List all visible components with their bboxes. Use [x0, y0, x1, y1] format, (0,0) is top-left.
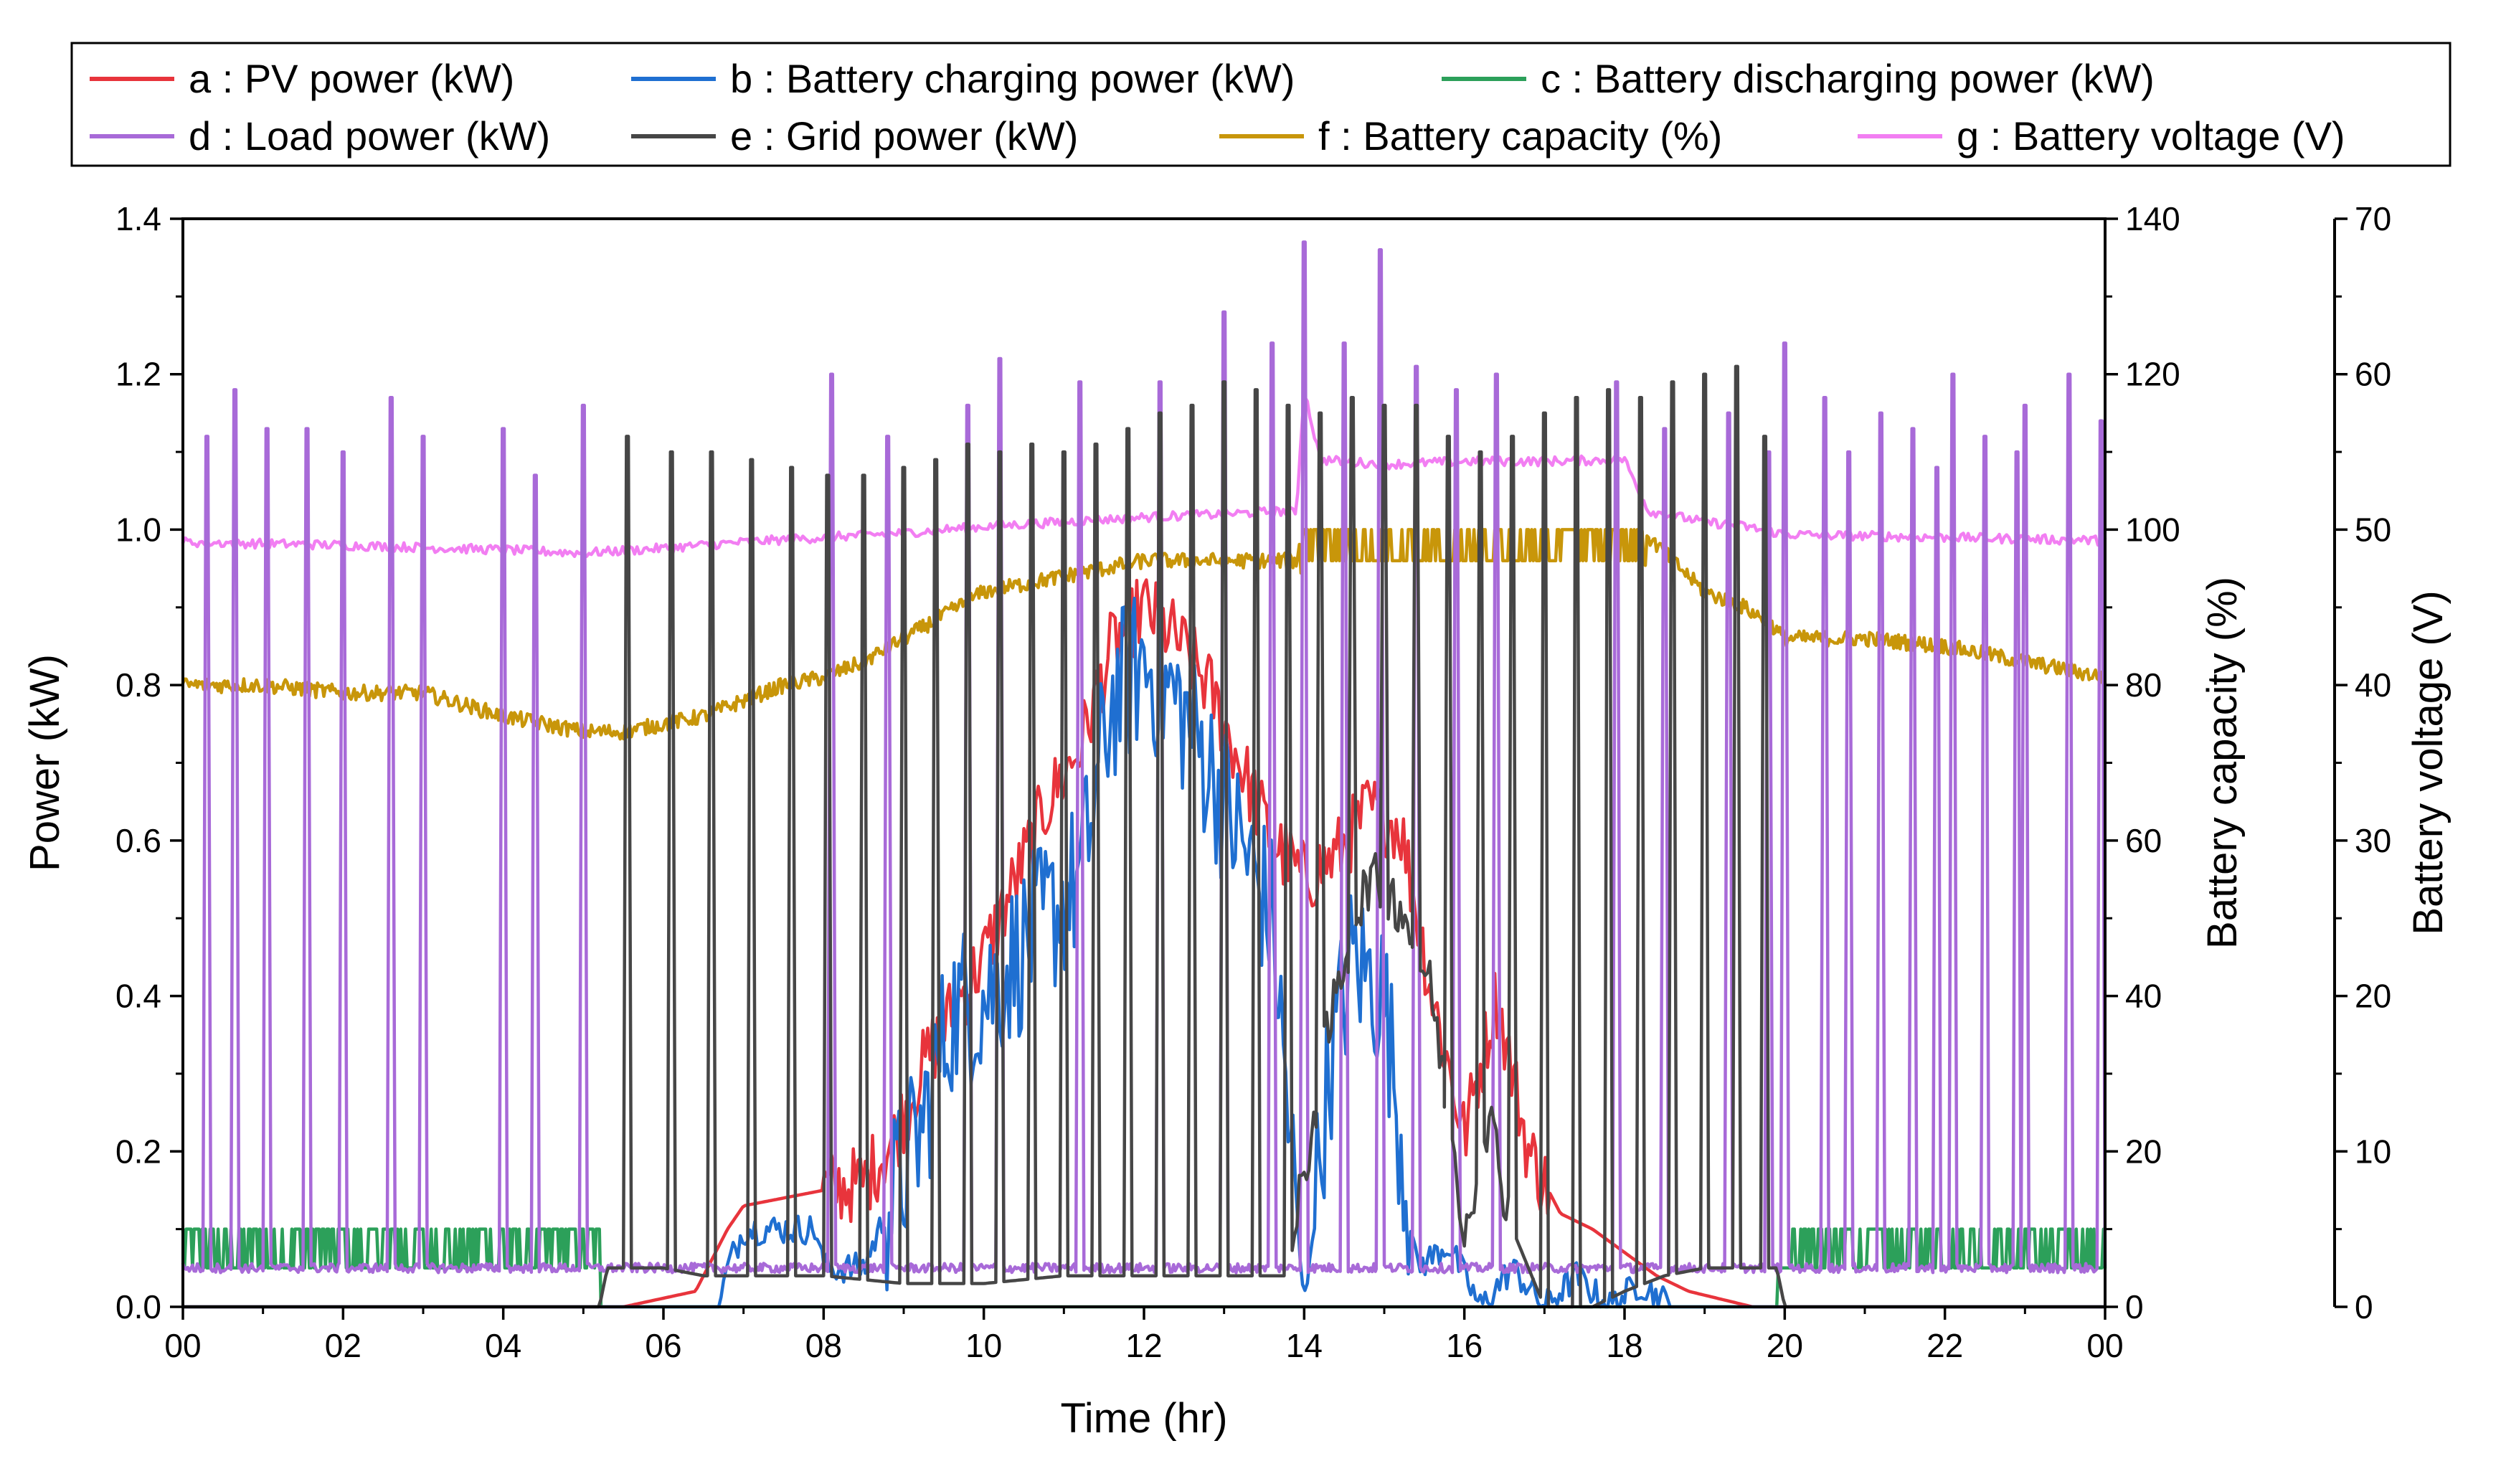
power-tick-label: 1.0: [115, 511, 161, 548]
voltage-tick-label: 10: [2355, 1133, 2391, 1170]
power-axis-title: Power (kW): [22, 654, 68, 871]
voltage-tick-label: 60: [2355, 356, 2391, 393]
x-tick-label: 14: [1286, 1327, 1323, 1364]
legend-label-b: b : Battery charging power (kW): [730, 56, 1295, 101]
legend-label-e: e : Grid power (kW): [730, 113, 1078, 159]
capacity-axis-title: Battery capacity (%): [2199, 577, 2246, 949]
capacity-tick-label: 40: [2125, 978, 2162, 1015]
voltage-tick-label: 0: [2355, 1288, 2373, 1325]
x-tick-label: 08: [805, 1327, 842, 1364]
x-tick-label: 12: [1125, 1327, 1162, 1364]
power-tick-label: 0.2: [115, 1133, 161, 1170]
legend-label-a: a : PV power (kW): [189, 56, 514, 101]
voltage-axis-title: Battery voltage (V): [2405, 590, 2452, 935]
x-tick-label: 16: [1446, 1327, 1483, 1364]
power-tick-label: 0.6: [115, 822, 161, 859]
x-tick-label: 02: [325, 1327, 361, 1364]
x-tick-label: 00: [164, 1327, 201, 1364]
capacity-tick-label: 100: [2125, 511, 2180, 548]
x-tick-label: 22: [1926, 1327, 1963, 1364]
legend-label-g: g : Battery voltage (V): [1957, 113, 2345, 159]
series-line-f: [181, 528, 2107, 741]
capacity-tick-label: 0: [2125, 1288, 2144, 1325]
x-axis-title: Time (hr): [1060, 1395, 1227, 1442]
power-tick-label: 0.4: [115, 978, 161, 1015]
power-tick-label: 0.0: [115, 1288, 161, 1325]
power-tick-label: 1.2: [115, 356, 161, 393]
capacity-tick-label: 20: [2125, 1133, 2162, 1170]
legend: a : PV power (kW) b : Battery charging po…: [70, 42, 2452, 167]
voltage-tick-label: 70: [2355, 200, 2391, 237]
capacity-tick-label: 60: [2125, 822, 2162, 859]
x-tick-label: 00: [2086, 1327, 2123, 1364]
legend-box: [70, 42, 2452, 167]
x-tick-label: 10: [965, 1327, 1002, 1364]
voltage-tick-label: 50: [2355, 511, 2391, 548]
power-tick-label: 0.8: [115, 666, 161, 704]
capacity-tick-label: 80: [2125, 666, 2162, 704]
voltage-tick-label: 30: [2355, 822, 2391, 859]
legend-label-c: c : Battery discharging power (kW): [1541, 56, 2155, 101]
power-tick-label: 1.4: [115, 200, 161, 237]
legend-label-f: f : Battery capacity (%): [1318, 113, 1722, 159]
legend-label-d: d : Load power (kW): [189, 113, 550, 159]
voltage-tick-label: 20: [2355, 978, 2391, 1015]
capacity-tick-label: 120: [2125, 356, 2180, 393]
x-tick-label: 04: [485, 1327, 521, 1364]
x-tick-label: 20: [1767, 1327, 1803, 1364]
x-tick-label: 06: [645, 1327, 681, 1364]
x-tick-label: 18: [1606, 1327, 1642, 1364]
capacity-tick-label: 140: [2125, 200, 2180, 237]
voltage-tick-label: 40: [2355, 666, 2391, 704]
